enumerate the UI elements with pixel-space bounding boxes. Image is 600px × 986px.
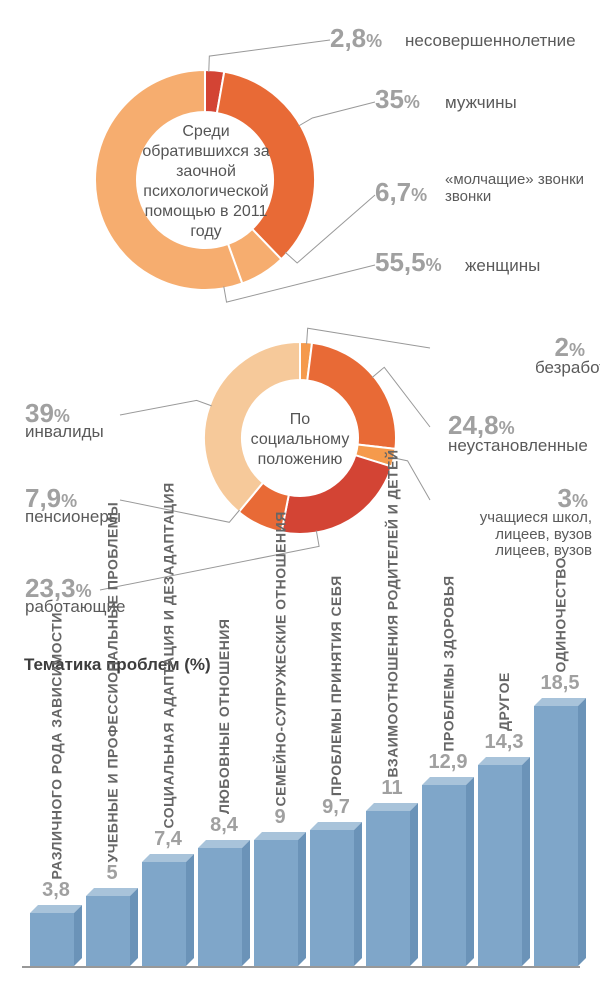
- callout-label: инвалиды: [25, 423, 104, 442]
- bar-label: ПРОБЛЕМЫ ПРИНЯТИЯ СЕБЯ: [328, 622, 344, 796]
- callout-label: несовершеннолетние: [405, 32, 576, 51]
- bar-label: ЛЮБОВНЫЕ ОТНОШЕНИЯ: [216, 668, 232, 814]
- bar: [422, 785, 466, 966]
- bar-value: 7,4: [140, 828, 196, 851]
- bar-value: 3,8: [28, 879, 84, 902]
- callout-percent: 6,7%: [375, 179, 427, 206]
- bar: [86, 896, 130, 966]
- bar-label: СОЦИАЛЬНАЯ АДАПТАЦИЯ И ДЕЗАДАПТАЦИЯ: [160, 563, 176, 828]
- bar-label: УЧЕБНЫЕ И ПРОФЕССИОНАЛЬНЫЕ ПРОБЛЕМЫ: [104, 597, 120, 862]
- bar-value: 14,3: [476, 731, 532, 754]
- bar: [142, 862, 186, 966]
- callout-percent: 35%: [375, 86, 420, 113]
- bar-label: ДРУГОЕ: [496, 669, 512, 731]
- bar-value: 18,5: [532, 672, 588, 695]
- callout-percent: 24,8%: [448, 412, 515, 439]
- bar: [30, 913, 74, 966]
- callout-label: «молчащие» звонкизвонки: [445, 172, 584, 205]
- bar-value: 5: [84, 862, 140, 885]
- bar-value: 12,9: [420, 751, 476, 774]
- bar-value: 9,7: [308, 796, 364, 819]
- bar: [310, 830, 354, 966]
- bar: [534, 706, 578, 966]
- bar-value: 8,4: [196, 814, 252, 837]
- bar-value: 11: [364, 777, 420, 800]
- callout-percent: 55,5%: [375, 249, 442, 276]
- bar: [198, 848, 242, 966]
- callout-label: женщины: [465, 257, 540, 276]
- bar: [478, 765, 522, 966]
- callout-percent: 2%: [525, 334, 585, 361]
- callout-label: безработные: [498, 359, 600, 378]
- callout-label: мужчины: [445, 94, 517, 113]
- callout-percent: 2,8%: [330, 25, 382, 52]
- bar-label: СЕМЕЙНО-СУПРУЖЕСКИЕ ОТНОШЕНИЯ: [272, 583, 288, 806]
- callout-percent: 3%: [528, 485, 588, 512]
- bar-value: 9: [252, 806, 308, 829]
- bar-label: РАЗЛИЧНОГО РОДА ЗАВИСИМОСТИ: [48, 670, 64, 879]
- bar: [254, 840, 298, 966]
- bar-label: ОДИНОЧЕСТВО: [552, 575, 568, 672]
- infographic-root: Среди обратившихся за заочной психологич…: [0, 0, 600, 986]
- callout-label: учащиеся школ, лицеев, вузовлицеев, вузо…: [452, 510, 592, 560]
- bar-label: ПРОБЛЕМЫ ЗДОРОВЬЯ: [440, 612, 456, 751]
- bar-label: ВЗАИМООТНОШЕНИЯ РОДИТЕЛЕЙ И ДЕТЕЙ: [384, 526, 400, 777]
- bar: [366, 811, 410, 966]
- bar-chart-problems: [0, 0, 600, 986]
- callout-label: неустановленные: [448, 437, 588, 456]
